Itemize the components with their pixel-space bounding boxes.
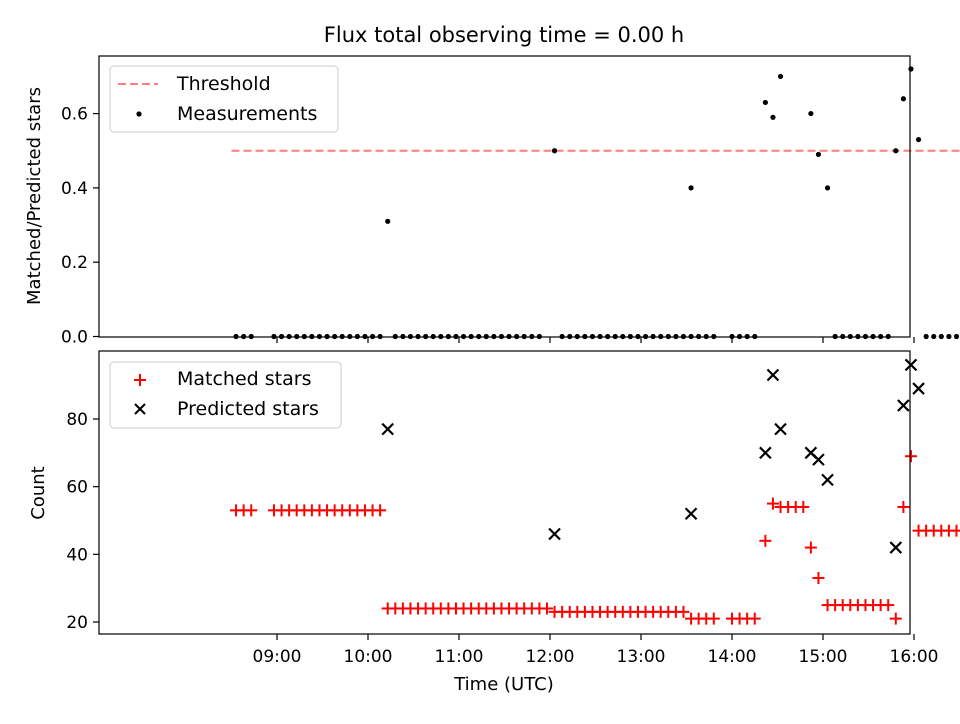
measurement-point: [552, 148, 557, 153]
count-legend: Matched stars Predicted stars: [110, 362, 341, 428]
measurement-point: [778, 74, 783, 79]
ratio-legend: Threshold Measurements: [110, 66, 338, 132]
measurement-point: [770, 115, 775, 120]
ratio-y-axis-label: Matched/Predicted stars: [24, 87, 45, 305]
measurements-legend-label: Measurements: [177, 103, 317, 125]
measurement-point: [825, 185, 830, 190]
ratio-y-tick-label: 0.2: [61, 253, 88, 273]
count-x-tick-label: 10:00: [344, 647, 393, 667]
measurement-point: [385, 219, 390, 224]
count-y-axis-label: Count: [28, 466, 49, 519]
count-x-tick-label: 16:00: [890, 647, 939, 667]
measurement-point: [816, 152, 821, 157]
measurement-point: [924, 334, 929, 339]
measurement-point: [908, 66, 913, 71]
matched-stars-legend-label: Matched stars: [177, 368, 311, 390]
count-x-axis-label: Time (UTC): [453, 674, 554, 695]
count-x-tick-label: 15:00: [799, 647, 848, 667]
ratio-y-tick-label: 0.0: [61, 328, 88, 348]
ratio-y-tick-label: 0.6: [61, 105, 88, 125]
count-y-tick-label: 20: [66, 613, 88, 633]
measurements-legend-swatch: [136, 111, 141, 116]
count-x-tick-label: 11:00: [435, 647, 484, 667]
count-y-tick-label: 40: [66, 545, 88, 565]
measurement-point: [946, 334, 951, 339]
predicted-stars-legend-label: Predicted stars: [177, 398, 319, 420]
count-y-tick-label: 60: [66, 478, 88, 498]
threshold-legend-label: Threshold: [176, 73, 271, 95]
measurement-point: [901, 96, 906, 101]
count-x-tick-label: 13:00: [617, 647, 666, 667]
count-x-tick-label: 14:00: [708, 647, 757, 667]
measurement-point: [688, 185, 693, 190]
count-x-tick-label: 09:00: [253, 647, 302, 667]
measurement-point: [931, 334, 936, 339]
measurement-point: [808, 111, 813, 116]
chart-title: Flux total observing time = 0.00 h: [324, 23, 684, 47]
count-y-tick-label: 80: [66, 410, 88, 430]
measurement-point: [916, 137, 921, 142]
measurement-point: [954, 334, 959, 339]
ratio-y-tick-label: 0.4: [61, 179, 88, 199]
measurement-point: [893, 148, 898, 153]
count-x-tick-label: 12:00: [526, 647, 575, 667]
measurement-point: [939, 334, 944, 339]
measurement-point: [763, 100, 768, 105]
